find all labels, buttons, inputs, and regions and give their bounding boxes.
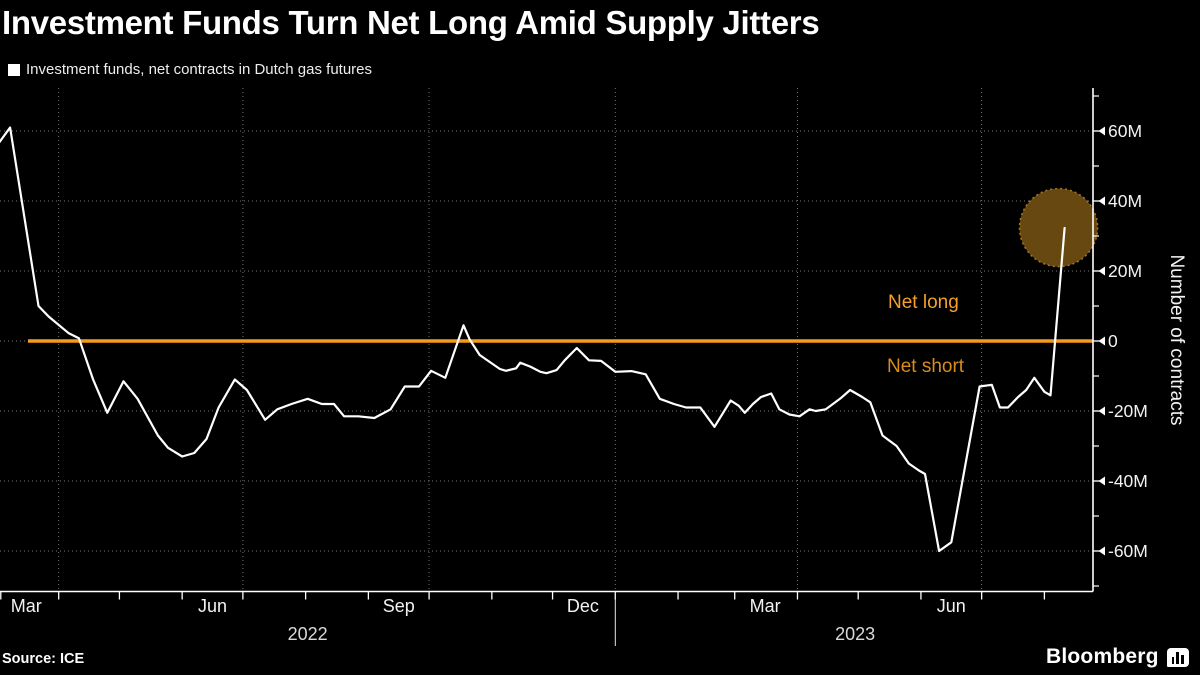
y-tick-label: 0: [1108, 331, 1118, 351]
legend: Investment funds, net contracts in Dutch…: [8, 61, 372, 78]
x-year-label: 2023: [835, 624, 875, 644]
y-tick-arrow-icon: [1098, 546, 1105, 556]
x-month-label: Mar: [750, 596, 781, 616]
bloomberg-logo: Bloomberg: [1046, 645, 1189, 669]
net-long-annotation: Net long: [888, 292, 959, 313]
y-tick-arrow-icon: [1098, 336, 1105, 346]
x-month-label: Jun: [937, 596, 966, 616]
y-tick-label: -20M: [1108, 401, 1148, 421]
y-tick-label: -60M: [1108, 541, 1148, 561]
highlight-circle-annotation: [1018, 187, 1099, 268]
y-tick-arrow-icon: [1098, 196, 1105, 206]
y-tick-label: 60M: [1108, 121, 1142, 141]
legend-label: Investment funds, net contracts in Dutch…: [26, 61, 373, 78]
x-month-label: Dec: [567, 596, 599, 616]
x-year-label: 2022: [288, 624, 328, 644]
data-line: [0, 126, 1066, 553]
bar-chart-icon: [1166, 647, 1189, 667]
bloomberg-logo-text: Bloomberg: [1046, 645, 1159, 668]
x-month-label: Mar: [11, 596, 42, 616]
y-tick-label: -40M: [1108, 471, 1148, 491]
y-axis-title: Number of contracts: [1166, 254, 1187, 425]
y-tick-label: 20M: [1108, 261, 1142, 281]
y-tick-arrow-icon: [1098, 266, 1105, 276]
net-short-annotation: Net short: [887, 356, 965, 377]
source-note: Source: ICE: [2, 651, 85, 667]
x-month-label: Jun: [198, 596, 227, 616]
y-tick-arrow-icon: [1098, 406, 1105, 416]
y-tick-label: 40M: [1108, 191, 1142, 211]
y-tick-arrow-icon: [1098, 476, 1105, 486]
legend-square-marker: [8, 63, 20, 76]
bar-chart-icon-bar: [1171, 656, 1175, 664]
bar-chart-icon-bar: [1181, 654, 1184, 664]
x-month-label: Sep: [383, 596, 415, 616]
y-tick-arrow-icon: [1098, 126, 1105, 136]
chart-title: Investment Funds Turn Net Long Amid Supp…: [2, 4, 820, 41]
bar-chart-icon-bar: [1176, 651, 1179, 664]
